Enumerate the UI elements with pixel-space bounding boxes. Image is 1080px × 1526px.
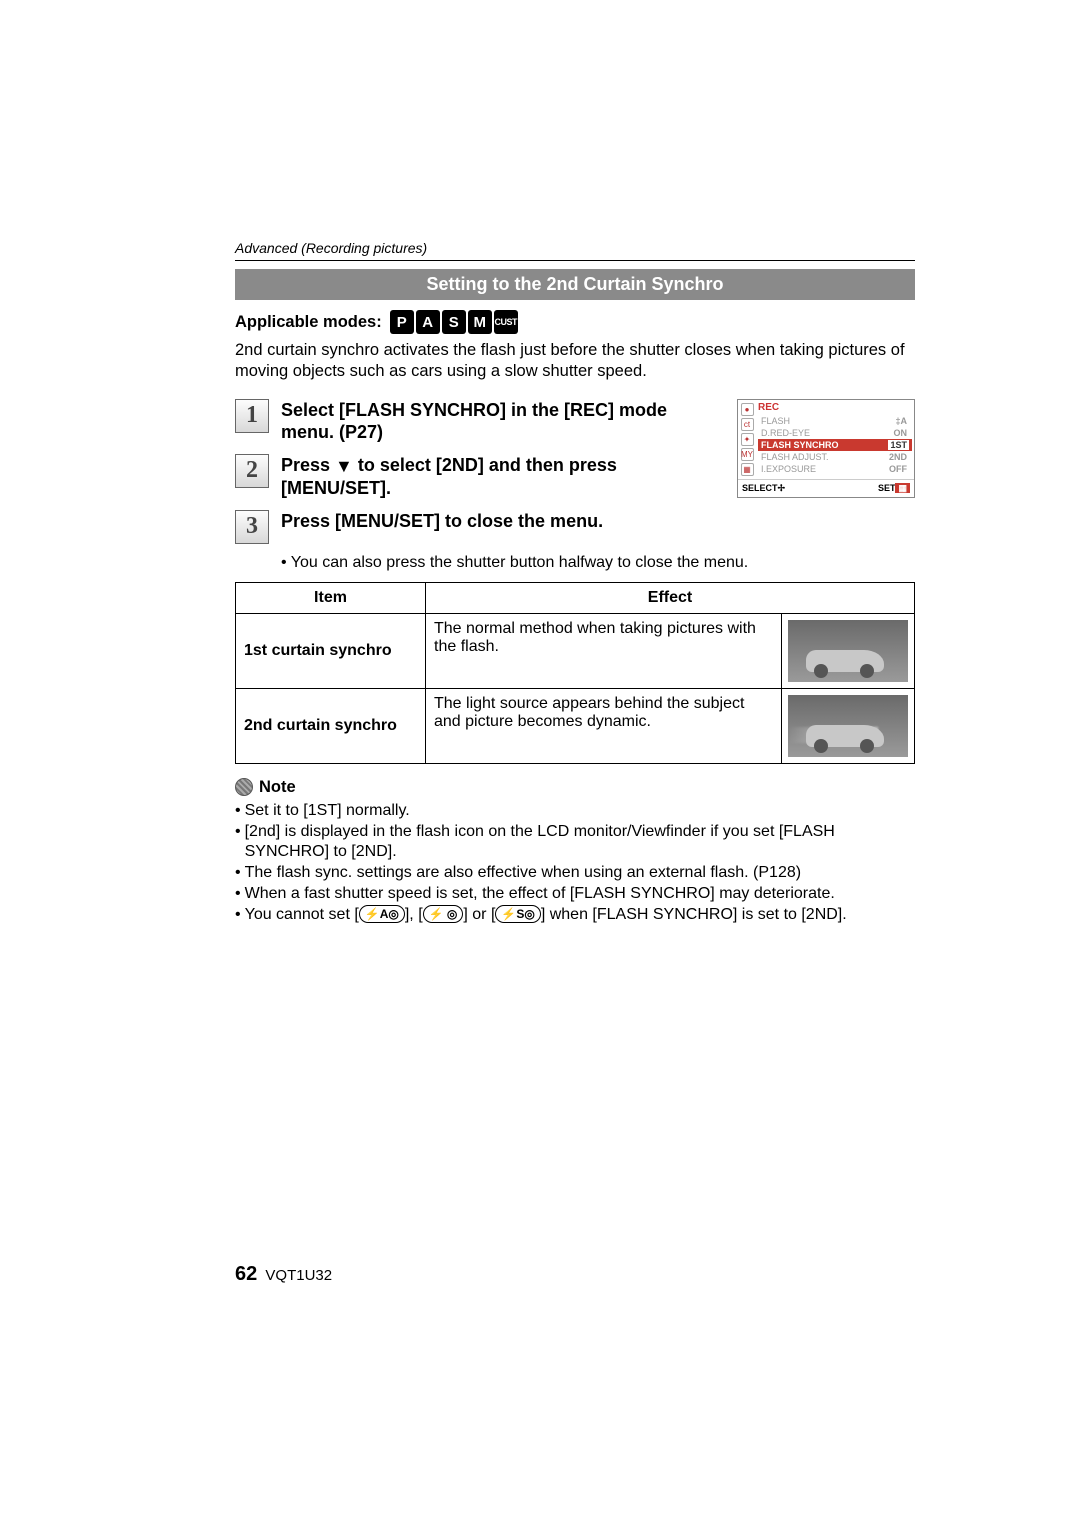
effects-table: Item Effect 1st curtain synchro The norm… bbox=[235, 582, 915, 764]
step-number-icon: 2 bbox=[235, 454, 269, 488]
note-item: •Set it to [1ST] normally. bbox=[235, 801, 915, 822]
camera-menu-illustration: ● ct ✦ MY ▦ REC FLASH‡A D.RED-EYEON FLAS… bbox=[737, 399, 915, 498]
mode-a-icon: A bbox=[416, 310, 440, 334]
flash-slow-redeye-icon: ⚡S◎ bbox=[495, 905, 540, 923]
flash-auto-redeye-icon: ⚡A◎ bbox=[359, 905, 405, 923]
note-label: Note bbox=[259, 778, 296, 797]
item-cell: 1st curtain synchro bbox=[236, 613, 426, 688]
effect-image bbox=[782, 688, 915, 763]
menu-row: I.EXPOSUREOFF bbox=[758, 463, 912, 475]
mode-m-icon: M bbox=[468, 310, 492, 334]
item-cell: 2nd curtain synchro bbox=[236, 688, 426, 763]
note-icon bbox=[235, 778, 253, 796]
side-icon: ✦ bbox=[741, 433, 754, 446]
mode-p-icon: P bbox=[390, 310, 414, 334]
applicable-label: Applicable modes: bbox=[235, 313, 382, 332]
step-3: 3 Press [MENU/SET] to close the menu. bbox=[235, 510, 915, 544]
intro-text: 2nd curtain synchro activates the flash … bbox=[235, 340, 915, 383]
page-number: 62 bbox=[235, 1263, 257, 1285]
note-item: • You cannot set [⚡A◎], [⚡ ◎] or [⚡S◎] w… bbox=[235, 905, 915, 926]
step-text: Press [MENU/SET] to close the menu. bbox=[281, 510, 603, 544]
step-3-sub: • You can also press the shutter button … bbox=[281, 554, 915, 572]
menu-select-label: SELECT✢ bbox=[742, 483, 785, 494]
side-icon: ▦ bbox=[741, 463, 754, 476]
mode-cust-icon: CUST bbox=[494, 310, 518, 334]
step-text: Select [FLASH SYNCHRO] in the [REC] mode… bbox=[281, 399, 681, 444]
side-icon: ct bbox=[741, 418, 754, 431]
note-item: •The flash sync. settings are also effec… bbox=[235, 863, 915, 884]
menu-title: REC bbox=[758, 402, 912, 413]
applicable-modes: Applicable modes: P A S M CUST bbox=[235, 310, 915, 334]
doc-code: VQT1U32 bbox=[265, 1267, 332, 1284]
breadcrumb: Advanced (Recording pictures) bbox=[235, 240, 915, 256]
mode-s-icon: S bbox=[442, 310, 466, 334]
note-item: •When a fast shutter speed is set, the e… bbox=[235, 884, 915, 905]
menu-row-selected: FLASH SYNCHRO1ST bbox=[758, 439, 912, 451]
note-heading: Note bbox=[235, 778, 915, 797]
table-header-item: Item bbox=[236, 582, 426, 613]
table-row: 1st curtain synchro The normal method wh… bbox=[236, 613, 915, 688]
step-number-icon: 1 bbox=[235, 399, 269, 433]
step-text: Press ▼ to select [2ND] and then press [… bbox=[281, 454, 681, 500]
divider bbox=[235, 260, 915, 261]
mode-icons: P A S M CUST bbox=[390, 310, 518, 334]
table-header-effect: Effect bbox=[426, 582, 915, 613]
page-footer: 62 VQT1U32 bbox=[235, 1263, 332, 1286]
table-row: 2nd curtain synchro The light source app… bbox=[236, 688, 915, 763]
menu-set-label: SET▦ bbox=[878, 483, 910, 494]
step-number-icon: 3 bbox=[235, 510, 269, 544]
section-banner: Setting to the 2nd Curtain Synchro bbox=[235, 269, 915, 300]
down-triangle-icon: ▼ bbox=[335, 455, 353, 478]
side-icon: ● bbox=[741, 403, 754, 416]
effect-cell: The light source appears behind the subj… bbox=[426, 688, 782, 763]
menu-row: FLASH‡A bbox=[758, 415, 912, 427]
menu-row: D.RED-EYEON bbox=[758, 427, 912, 439]
flash-on-redeye-icon: ⚡ ◎ bbox=[423, 905, 464, 923]
notes-list: •Set it to [1ST] normally. •[2nd] is dis… bbox=[235, 801, 915, 926]
effect-cell: The normal method when taking pictures w… bbox=[426, 613, 782, 688]
menu-row: FLASH ADJUST.2ND bbox=[758, 451, 912, 463]
note-item: •[2nd] is displayed in the flash icon on… bbox=[235, 822, 915, 864]
side-icon: MY bbox=[741, 448, 754, 461]
effect-image bbox=[782, 613, 915, 688]
